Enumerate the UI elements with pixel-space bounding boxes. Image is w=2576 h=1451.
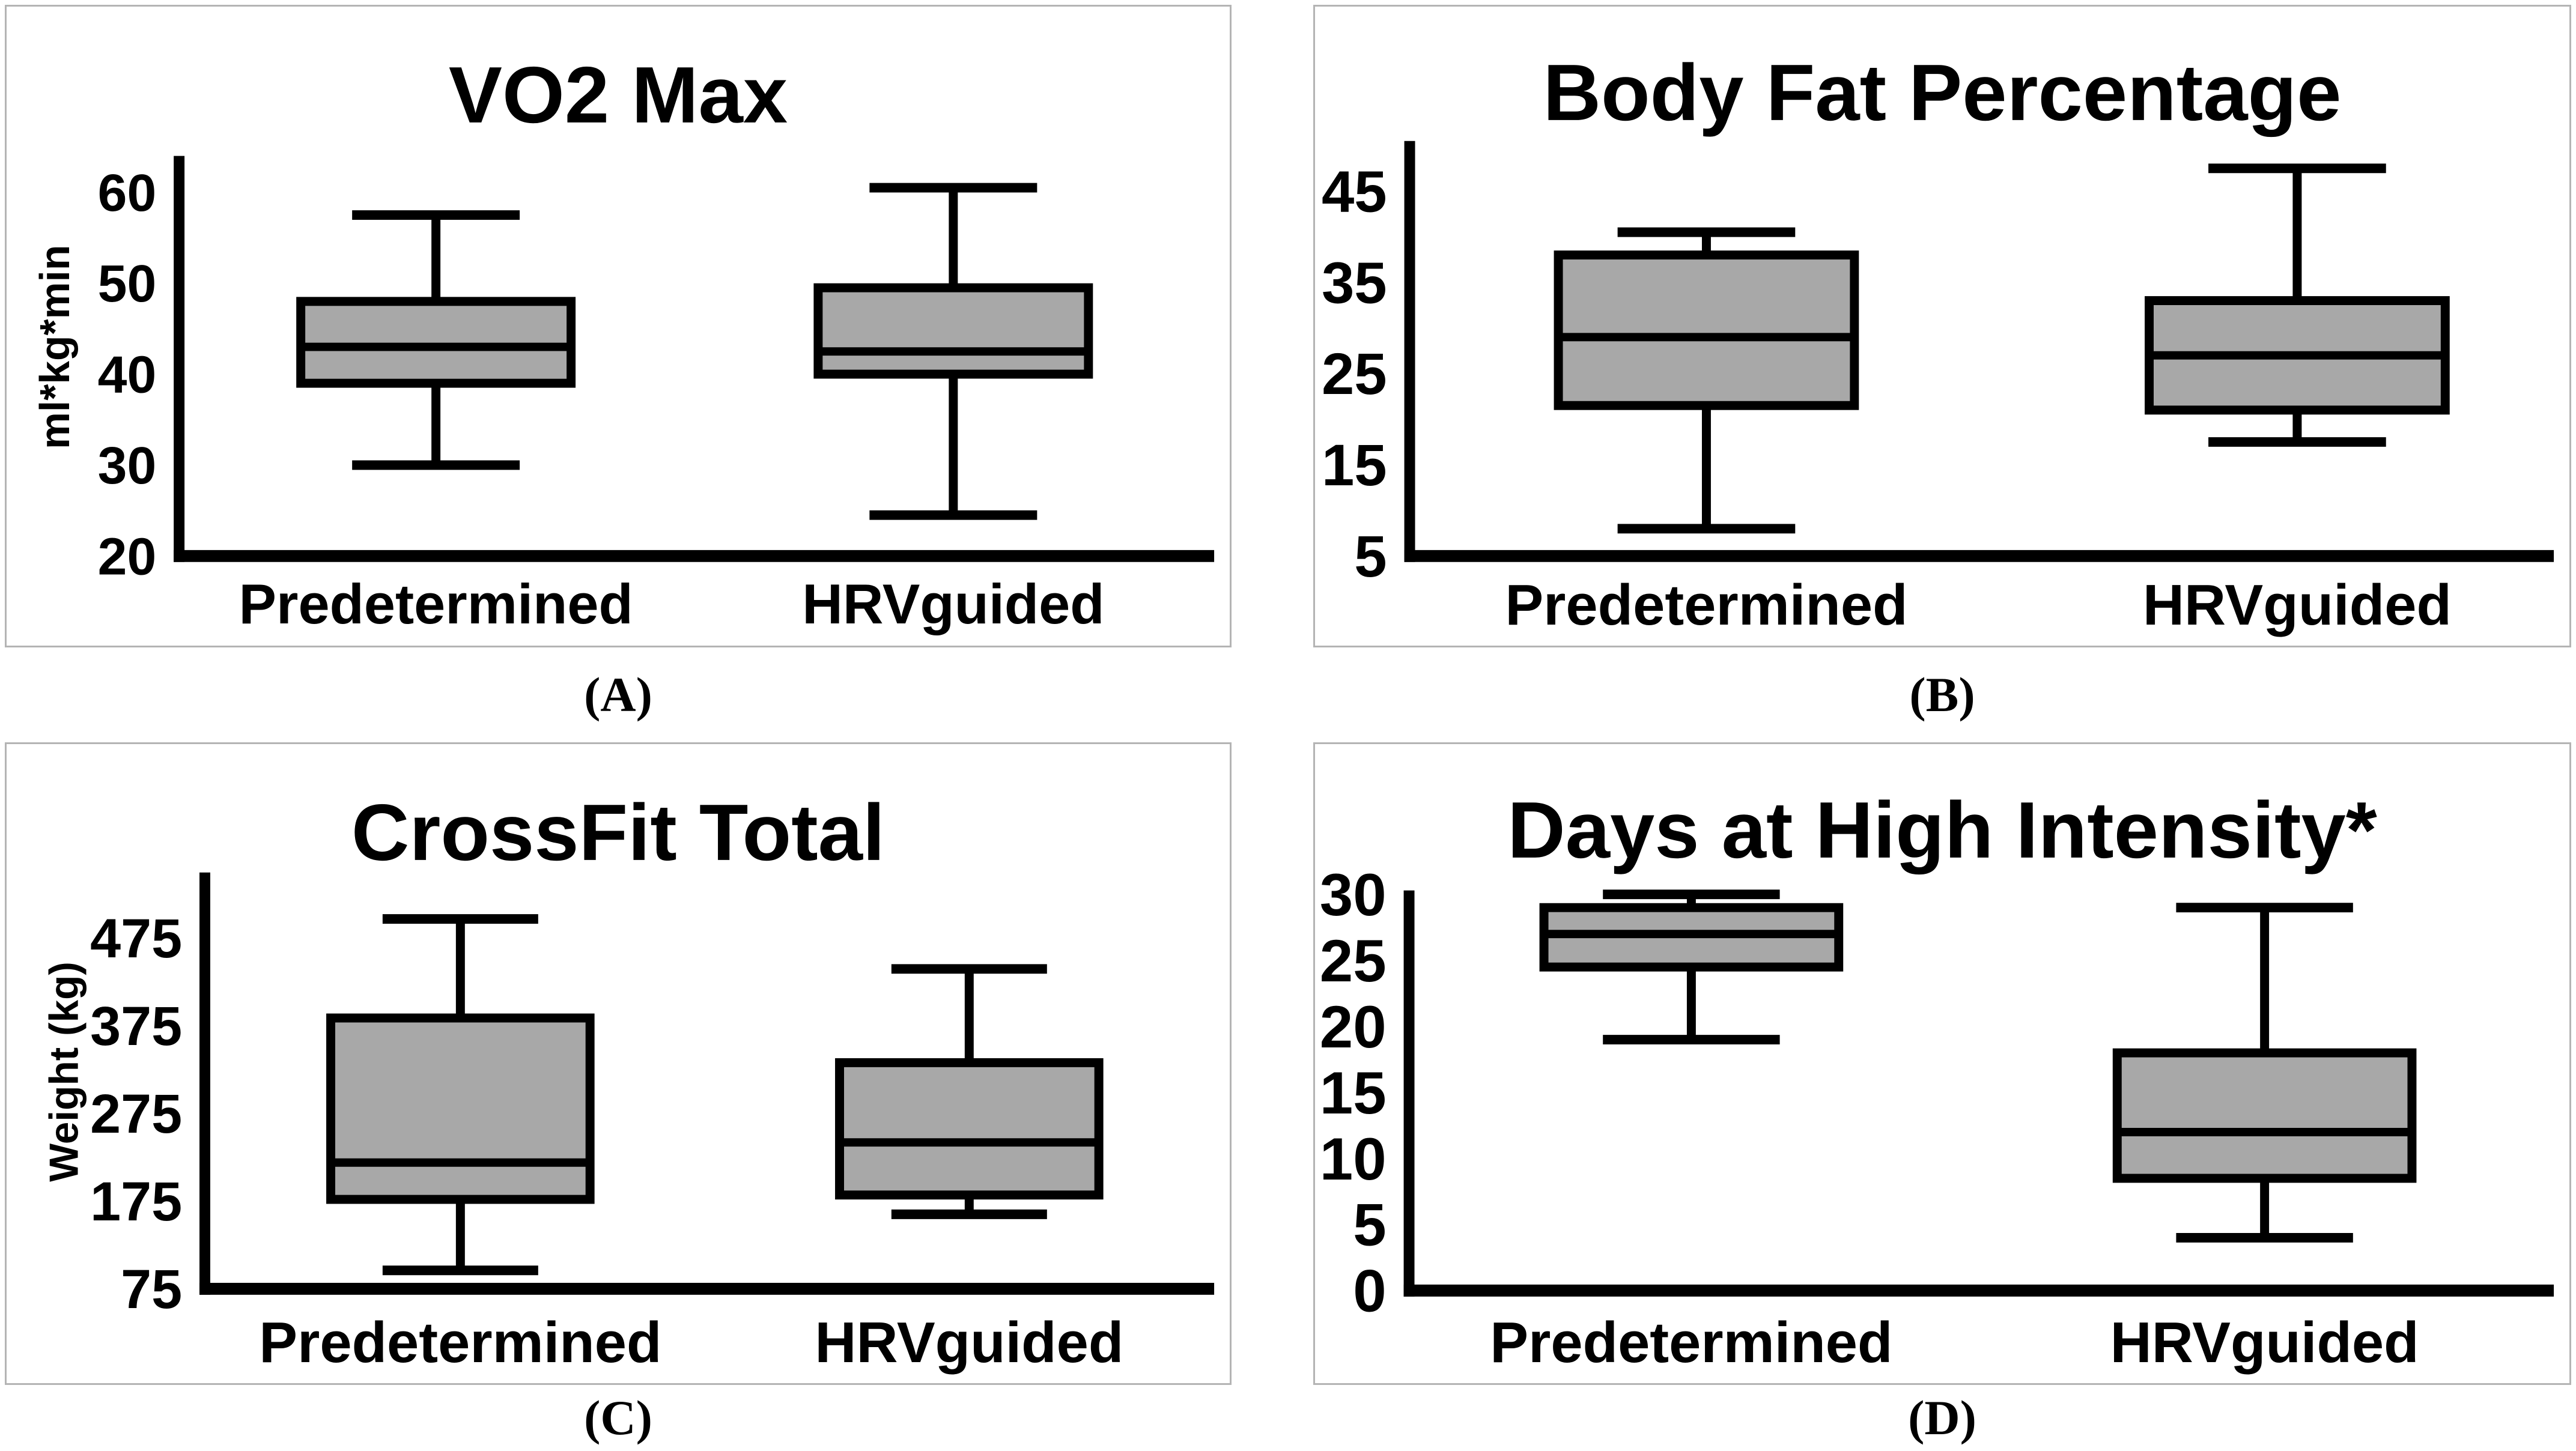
boxplot-body-fat-percentage: Body Fat Percentage 45 35 25 15 5 Predetermine… [1322, 48, 2554, 637]
svg-text:50: 50 [98, 254, 157, 313]
svg-text:HRVguided: HRVguided [2110, 1310, 2419, 1375]
boxplot-crossfit-total: CrossFit Total 475 375 275 175 75 Weight (kg) P… [41, 788, 1215, 1375]
svg-text:ml*kg*min: ml*kg*min [31, 245, 78, 449]
svg-text:40: 40 [98, 345, 157, 404]
svg-text:HRVguided: HRVguided [802, 572, 1104, 635]
svg-text:Predetermined: Predetermined [1505, 573, 1907, 637]
svg-text:5: 5 [1353, 1192, 1386, 1259]
svg-text:175: 175 [90, 1171, 182, 1232]
panel-vo2-max: VO2 Max 60 50 40 30 20 ml*kg*min Predetermined H… [5, 5, 1232, 647]
boxplot-vo2-max: VO2 Max 60 50 40 30 20 ml*kg*min Predetermined H… [31, 50, 1215, 635]
svg-text:20: 20 [98, 527, 157, 586]
svg-text:30: 30 [1320, 862, 1387, 928]
panel-days-at-high-intensity: Days at High Intensity* 30 25 20 15 10 5 0 Prede… [1313, 742, 2571, 1385]
svg-text:475: 475 [90, 908, 182, 969]
svg-text:275: 275 [90, 1083, 182, 1145]
svg-text:0: 0 [1353, 1258, 1386, 1325]
svg-text:HRVguided: HRVguided [2143, 573, 2452, 637]
panel-crossfit-total: CrossFit Total 475 375 275 175 75 Weight (kg) P… [5, 742, 1232, 1385]
svg-text:Predetermined: Predetermined [239, 572, 633, 635]
panel-body-fat-percentage: Body Fat Percentage 45 35 25 15 5 Predetermine… [1313, 5, 2571, 647]
svg-text:Predetermined: Predetermined [1490, 1310, 1892, 1375]
svg-text:Predetermined: Predetermined [259, 1310, 661, 1375]
caption-panel-b: (B) [1909, 667, 1975, 722]
svg-text:60: 60 [98, 163, 157, 222]
svg-text:30: 30 [98, 436, 157, 495]
svg-text:25: 25 [1320, 928, 1387, 995]
svg-text:15: 15 [1322, 432, 1387, 498]
svg-text:35: 35 [1322, 250, 1387, 315]
svg-text:HRVguided: HRVguided [815, 1310, 1123, 1375]
svg-text:CrossFit Total: CrossFit Total [351, 788, 885, 877]
caption-panel-d: (D) [1908, 1390, 1976, 1445]
svg-text:15: 15 [1320, 1060, 1387, 1127]
svg-text:20: 20 [1320, 994, 1387, 1061]
svg-text:Days at High Intensity*: Days at High Intensity* [1507, 786, 2377, 875]
svg-text:5: 5 [1354, 524, 1387, 589]
svg-text:Weight (kg): Weight (kg) [41, 962, 87, 1182]
svg-text:VO2 Max: VO2 Max [449, 50, 788, 140]
svg-text:375: 375 [90, 996, 182, 1057]
caption-panel-c: (C) [584, 1390, 652, 1445]
caption-panel-a: (A) [584, 667, 652, 722]
svg-text:75: 75 [121, 1259, 182, 1320]
svg-text:45: 45 [1322, 159, 1387, 225]
svg-text:Body Fat Percentage: Body Fat Percentage [1543, 48, 2342, 138]
svg-text:25: 25 [1322, 341, 1387, 407]
svg-text:10: 10 [1320, 1126, 1387, 1193]
